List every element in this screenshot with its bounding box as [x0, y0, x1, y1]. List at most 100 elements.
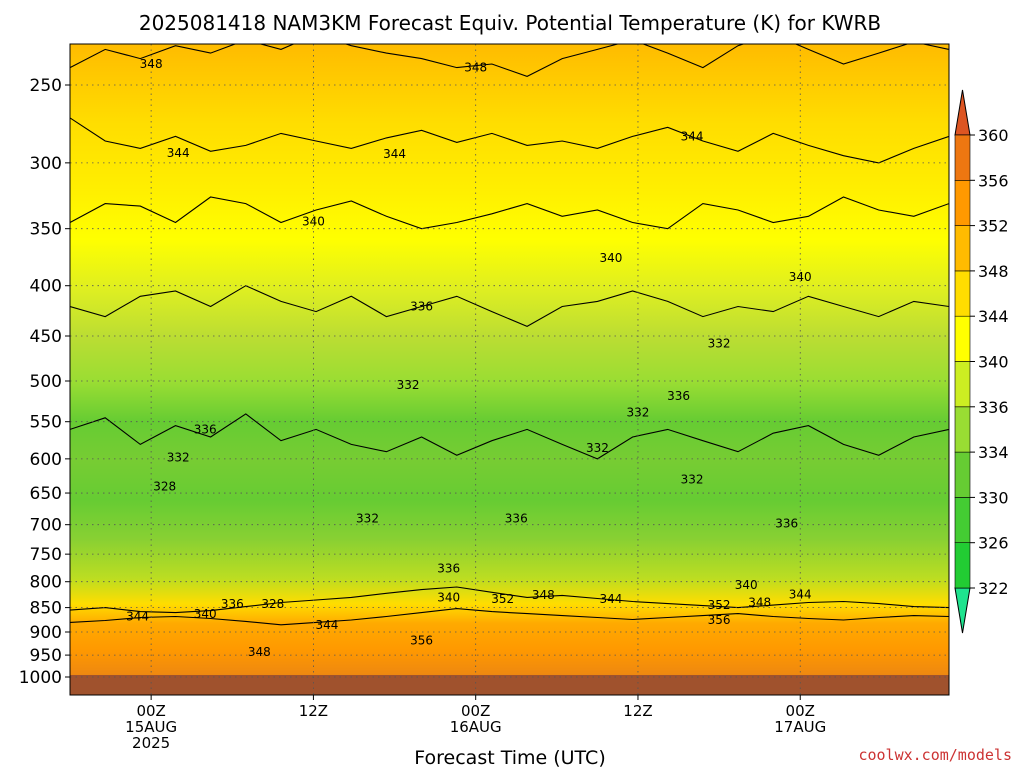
- contour-line-336: [70, 413, 949, 460]
- plot-frame: [69, 43, 950, 696]
- y-tick-label: 300: [30, 154, 62, 174]
- contour-label: 332: [681, 473, 704, 487]
- grid-lines: [70, 44, 949, 695]
- contour-label: 352: [491, 592, 514, 606]
- y-tick-label: 950: [30, 646, 62, 666]
- contour-label: 344: [126, 610, 149, 624]
- colorbar-segment: [954, 225, 971, 272]
- colorbar-segment: [954, 406, 971, 453]
- contour-label: 336: [775, 516, 798, 530]
- x-tick-label: 17AUG: [774, 718, 826, 736]
- y-tick-label: 750: [30, 545, 62, 565]
- colorbar-tick-label: 322: [978, 579, 1009, 598]
- contour-label: 344: [315, 618, 338, 632]
- colorbar-bottom-arrow: [954, 587, 971, 634]
- y-tick-label: 350: [30, 220, 62, 240]
- contour-label: 328: [261, 597, 284, 611]
- contour-label: 344: [789, 587, 812, 601]
- contour-label: 344: [599, 592, 622, 606]
- colorbar-top-arrow: [954, 89, 971, 136]
- contour-label: 336: [437, 562, 460, 576]
- contour-label: 344: [383, 147, 406, 161]
- colorbar-segment: [954, 134, 971, 181]
- colorbar-segment: [954, 315, 971, 362]
- x-tick-label: 00Z: [136, 702, 165, 720]
- y-tick-label: 600: [30, 450, 62, 470]
- x-tick-label: 2025: [132, 734, 170, 752]
- y-tick-label: 450: [30, 327, 62, 347]
- colorbar-segment: [954, 180, 971, 226]
- colorbar-tick-label: 336: [978, 398, 1009, 417]
- contour-label: 344: [167, 146, 190, 160]
- colorbar-segment: [954, 497, 971, 543]
- theta-e-field: [70, 44, 949, 695]
- contour-label: 336: [667, 389, 690, 403]
- contour-label: 340: [302, 214, 325, 228]
- y-tick-label: 250: [30, 76, 62, 96]
- colorbar-segment: [954, 361, 971, 408]
- contour-label: 332: [356, 512, 379, 526]
- contour-label: 332: [708, 337, 731, 351]
- contour-label: 340: [437, 590, 460, 604]
- x-tick-label: 12Z: [623, 702, 652, 720]
- contour-lines: [70, 44, 949, 626]
- colorbar-segment: [954, 270, 971, 317]
- contour-label: 356: [410, 633, 433, 647]
- colorbar-segment: [954, 451, 971, 498]
- colorbar-segment: [954, 542, 971, 589]
- contour-line-340: [70, 586, 949, 614]
- contour-label: 336: [505, 512, 528, 526]
- contour-label: 336: [194, 422, 217, 436]
- y-tick-label: 400: [30, 277, 62, 297]
- contour-label: 340: [789, 270, 812, 284]
- y-tick-label: 850: [30, 599, 62, 619]
- colorbar-tick-label: 344: [978, 307, 1009, 326]
- contour-line-344: [70, 117, 949, 164]
- credit-text: coolwx.com/models: [858, 746, 1012, 764]
- contour-label: 336: [410, 300, 433, 314]
- colorbar: 322 326 330 334 336 340 344 348 352 356 360: [954, 89, 1009, 634]
- y-tick-label: 550: [30, 413, 62, 433]
- contour-label: 340: [194, 607, 217, 621]
- contour-label: 332: [586, 441, 609, 455]
- contour-line-340: [70, 196, 949, 230]
- y-tick-label: 700: [30, 516, 62, 536]
- contour-label: 356: [708, 613, 731, 627]
- colorbar-tick-label: 340: [978, 353, 1009, 372]
- contour-label: 332: [167, 450, 190, 464]
- contour-label: 348: [140, 57, 163, 71]
- ground-band: [70, 675, 949, 695]
- x-axis-label: Forecast Time (UTC): [414, 747, 605, 768]
- colorbar-tick-label: 330: [978, 488, 1009, 507]
- contour-label: 348: [748, 596, 771, 610]
- y-axis-ticks: 250 300 350 400 450 500 550 600 650 700 750 800 850 9…: [19, 76, 70, 688]
- contour-label: 348: [464, 61, 487, 75]
- colorbar-tick-label: 352: [978, 217, 1009, 236]
- contour-label: 328: [153, 479, 176, 493]
- contour-line-344: [70, 608, 949, 626]
- contour-label: 348: [248, 645, 271, 659]
- x-tick-label: 16AUG: [450, 718, 502, 736]
- contour-label: 332: [627, 405, 650, 419]
- contour-label: 344: [681, 129, 704, 143]
- colorbar-tick-label: 356: [978, 171, 1009, 190]
- plot-area: 348 348 348 344 344 344 340 340 340 336 332 332 336 3…: [70, 44, 949, 695]
- contour-label: 348: [532, 588, 555, 602]
- contour-label: 336: [221, 597, 244, 611]
- chart-title: 2025081418 NAM3KM Forecast Equiv. Potent…: [139, 11, 881, 35]
- contour-line-348: [70, 44, 949, 77]
- x-tick-label: 12Z: [299, 702, 328, 720]
- contour-label: 340: [735, 578, 758, 592]
- y-tick-label: 800: [30, 573, 62, 593]
- contour-label: 332: [397, 378, 420, 392]
- contour-labels: 348 348 348 344 344 344 340 340 340 336 332 332 336 3…: [126, 57, 812, 659]
- y-tick-label: 900: [30, 623, 62, 643]
- x-tick-label: 00Z: [461, 702, 490, 720]
- contour-label: 352: [708, 598, 731, 612]
- x-tick-label: 15AUG: [125, 718, 177, 736]
- y-tick-label: 500: [30, 372, 62, 392]
- contour-line-336: [70, 285, 949, 328]
- y-tick-label: 1000: [19, 668, 62, 688]
